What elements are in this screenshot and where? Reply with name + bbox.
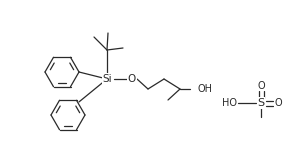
Text: OH: OH — [197, 84, 212, 94]
Text: O: O — [274, 98, 282, 108]
Text: S: S — [258, 98, 265, 108]
Text: HO: HO — [222, 98, 237, 108]
Text: O: O — [257, 81, 265, 91]
Text: O: O — [128, 74, 136, 84]
Text: Si: Si — [102, 74, 112, 84]
